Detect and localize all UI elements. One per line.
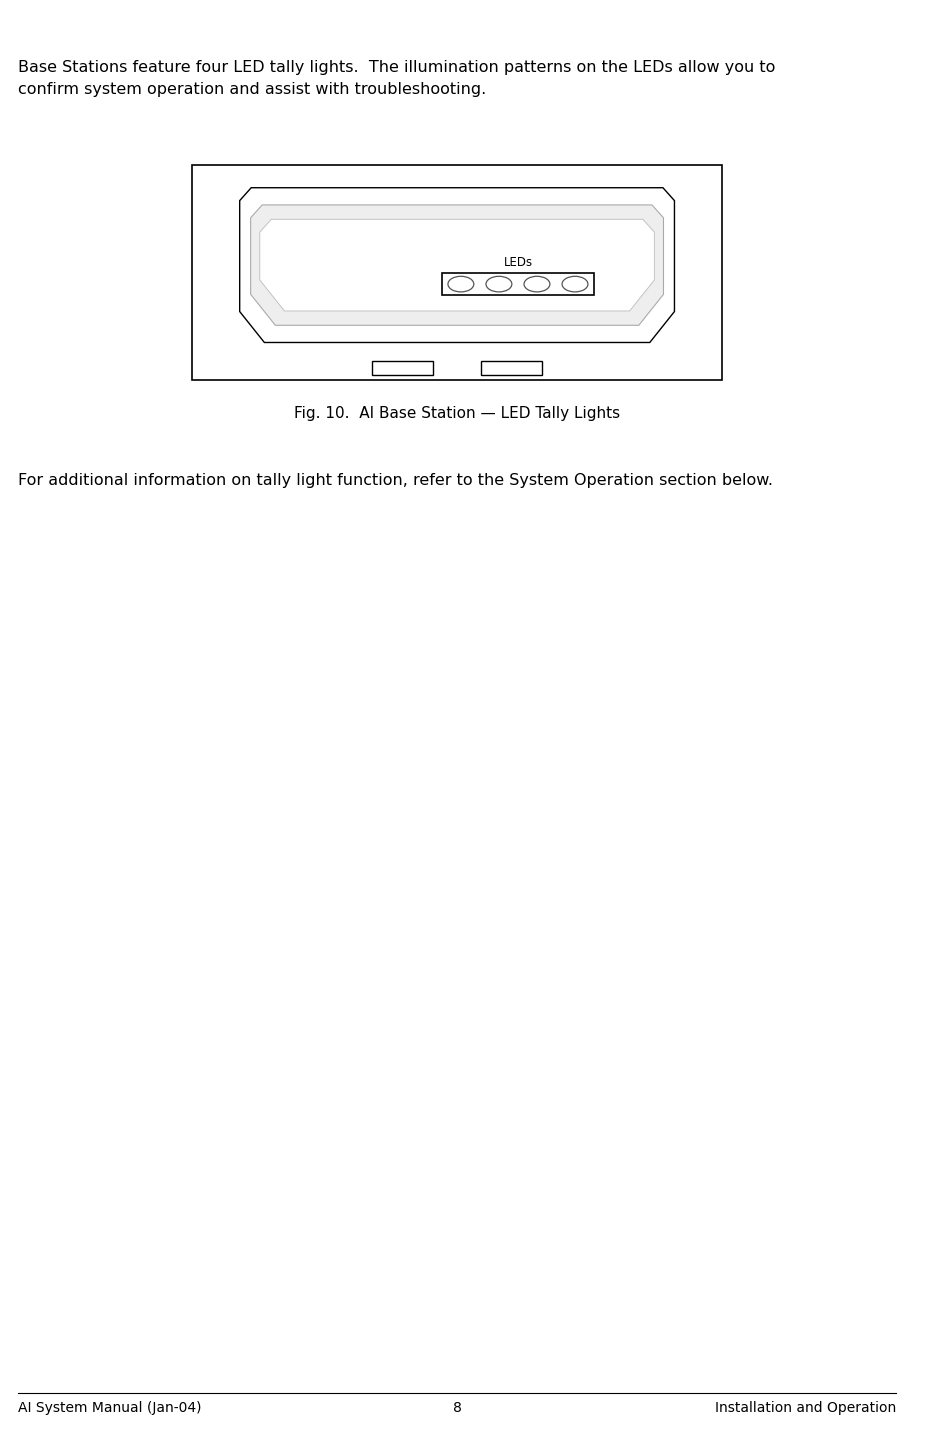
Polygon shape <box>251 205 663 325</box>
Bar <box>481 361 541 375</box>
Bar <box>372 361 433 375</box>
Text: Base Stations feature four LED tally lights.  The illumination patterns on the L: Base Stations feature four LED tally lig… <box>18 60 775 97</box>
Bar <box>192 165 722 380</box>
Text: For additional information on tally light function, refer to the System Operatio: For additional information on tally ligh… <box>18 473 773 487</box>
Text: LEDs: LEDs <box>504 257 533 269</box>
Text: Fig. 10.  AI Base Station — LED Tally Lights: Fig. 10. AI Base Station — LED Tally Lig… <box>294 406 620 420</box>
Text: 8: 8 <box>452 1401 462 1416</box>
Ellipse shape <box>524 277 550 292</box>
Text: AI System Manual (Jan-04): AI System Manual (Jan-04) <box>18 1401 201 1416</box>
Polygon shape <box>239 188 674 342</box>
Polygon shape <box>259 219 655 311</box>
Ellipse shape <box>486 277 512 292</box>
Bar <box>442 274 594 295</box>
Ellipse shape <box>448 277 474 292</box>
Text: Installation and Operation: Installation and Operation <box>714 1401 896 1416</box>
Ellipse shape <box>562 277 588 292</box>
